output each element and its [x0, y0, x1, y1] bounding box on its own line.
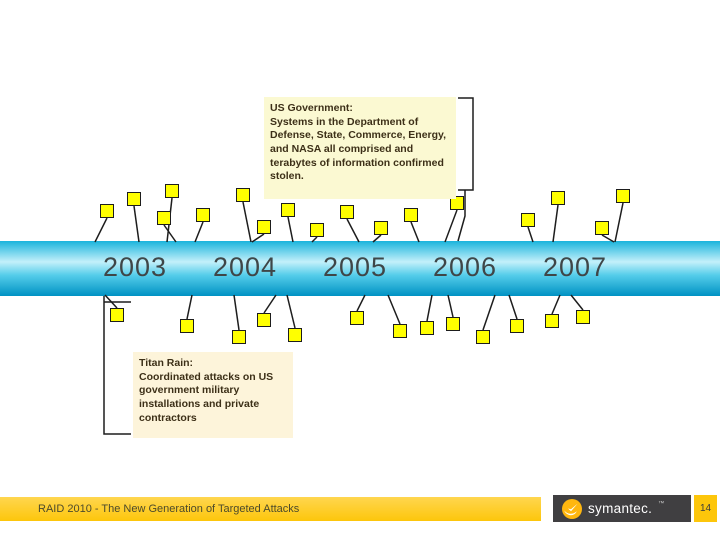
timeline-event-marker: [165, 184, 179, 198]
timeline-event-marker: [310, 223, 324, 237]
timeline-event-marker: [476, 330, 490, 344]
callout-us-title: US Government:: [270, 102, 353, 114]
timeline-event-marker: [595, 221, 609, 235]
callout-titan-rain: Titan Rain: Coordinated attacks on US go…: [133, 352, 293, 438]
timeline-event-marker: [232, 330, 246, 344]
timeline-event-marker: [420, 321, 434, 335]
timeline-marker-leg: [444, 209, 458, 243]
year-label-2004: 2004: [213, 252, 278, 282]
timeline-event-marker: [288, 328, 302, 342]
timeline-event-marker: [521, 213, 535, 227]
timeline-event-marker: [180, 319, 194, 333]
timeline-marker-leg: [166, 197, 173, 243]
timeline-marker-leg: [163, 224, 177, 243]
year-label-2006: 2006: [433, 252, 498, 282]
symantec-logo-icon: [562, 498, 582, 519]
timeline-event-marker: [196, 208, 210, 222]
year-label-2003: 2003: [103, 252, 168, 282]
timeline-marker-leg: [194, 221, 204, 243]
footer-bar: RAID 2010 - The New Generation of Target…: [0, 497, 541, 521]
timeline-marker-leg: [356, 294, 366, 312]
timeline-event-marker: [616, 189, 630, 203]
timeline-event-marker: [257, 313, 271, 327]
timeline-event-marker: [340, 205, 354, 219]
timeline-marker-leg: [104, 294, 118, 309]
timeline-event-marker: [446, 317, 460, 331]
timeline-event-marker: [257, 220, 271, 234]
timeline-event-marker: [100, 204, 114, 218]
footer-title: RAID 2010 - The New Generation of Target…: [38, 503, 300, 515]
timeline-marker-leg: [286, 294, 296, 329]
timeline-marker-leg: [570, 294, 584, 311]
timeline-marker-leg: [242, 201, 252, 243]
timeline-marker-leg: [94, 217, 108, 243]
callout-us-body: Systems in the Department of Defense, St…: [270, 115, 447, 183]
timeline-event-marker: [350, 311, 364, 325]
timeline-marker-leg: [133, 205, 140, 243]
timeline-event-marker: [576, 310, 590, 324]
year-label-2007: 2007: [543, 252, 608, 282]
callout-bracket-us: [457, 97, 474, 242]
timeline-marker-leg: [552, 204, 559, 243]
timeline-event-marker: [157, 211, 171, 225]
callout-titan-title: Titan Rain:: [139, 357, 194, 369]
year-label-2005: 2005: [323, 252, 388, 282]
timeline-marker-leg: [346, 218, 360, 243]
timeline-event-marker: [127, 192, 141, 206]
timeline-marker-leg: [263, 294, 277, 314]
timeline-event-marker: [393, 324, 407, 338]
timeline-event-marker: [510, 319, 524, 333]
timeline-event-marker: [281, 203, 295, 217]
timeline-event-marker: [545, 314, 559, 328]
timeline-marker-leg: [527, 226, 534, 243]
timeline-marker-leg: [287, 216, 294, 243]
timeline-event-marker: [551, 191, 565, 205]
timeline-marker-leg: [410, 221, 420, 243]
trademark-symbol: ™: [658, 501, 665, 507]
callout-titan-body: Coordinated attacks on US government mil…: [139, 370, 274, 424]
timeline-marker-leg: [186, 294, 193, 320]
timeline-event-marker: [374, 221, 388, 235]
timeline-marker-leg: [482, 294, 496, 331]
page-number: 14: [694, 495, 717, 522]
timeline-marker-leg: [551, 294, 561, 315]
timeline-marker-leg: [447, 294, 454, 318]
timeline-event-marker: [110, 308, 124, 322]
callout-us-government: US Government: Systems in the Department…: [264, 97, 456, 199]
timeline-event-marker: [236, 188, 250, 202]
timeline-marker-leg: [387, 294, 401, 325]
callout-bracket-titan: [103, 296, 131, 435]
timeline-marker-leg: [233, 294, 240, 331]
timeline-marker-leg: [426, 294, 433, 322]
timeline-event-marker: [404, 208, 418, 222]
footer-brand-block: symantec. ™: [553, 495, 691, 522]
timeline-marker-leg: [614, 202, 624, 243]
brand-name: symantec.: [588, 501, 653, 516]
timeline-marker-leg: [508, 294, 518, 320]
timeline-band: 2003 2004 2005 2006 2007: [0, 241, 720, 296]
